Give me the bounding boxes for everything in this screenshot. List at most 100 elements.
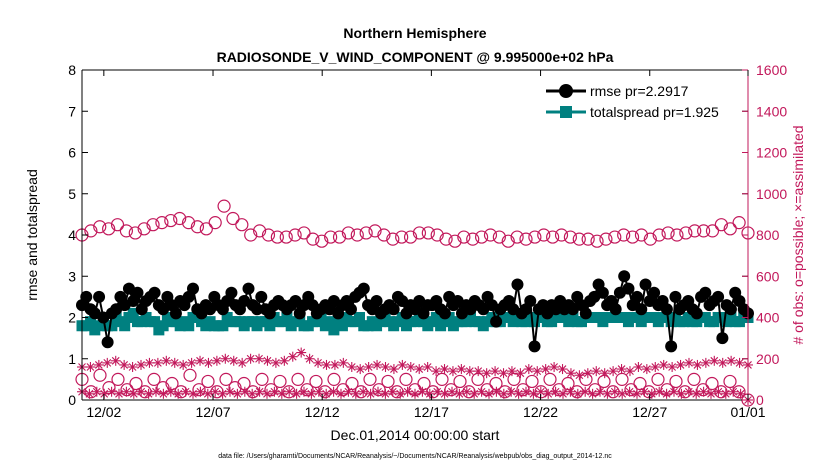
- asterisk-stroke: [359, 387, 368, 396]
- obs-assimilated-point: [410, 388, 420, 399]
- asterisk-stroke: [642, 365, 651, 373]
- rmse-point: [524, 295, 537, 307]
- obs-assimilated-point: [228, 355, 239, 366]
- obs-assimilated-point: [654, 386, 665, 397]
- obs-possible-point: [291, 372, 305, 386]
- obs-possible-point: [696, 224, 711, 238]
- totalspread-point: [430, 312, 442, 323]
- obs-possible-point: [309, 374, 323, 389]
- obs-possible-point: [421, 226, 435, 240]
- obs-possible-point: [543, 372, 557, 386]
- obs-assimilated-point: [550, 386, 561, 397]
- asterisk-stroke: [499, 369, 508, 378]
- obs-assimilated-point: [580, 386, 591, 397]
- obs-assimilated-point: [304, 353, 315, 364]
- obs-assimilated-point: [683, 357, 694, 368]
- obs-assimilated-point: [572, 388, 583, 399]
- x-tick-label: 12/27: [632, 404, 667, 420]
- asterisk-stroke: [189, 389, 197, 398]
- obs-assimilated-point: [237, 357, 248, 368]
- obs-possible-point: [608, 230, 622, 244]
- asterisk-stroke: [524, 365, 533, 373]
- obs-possible-point: [705, 224, 720, 238]
- obs-assimilated-point: [313, 357, 324, 368]
- obs-assimilated-point: [661, 388, 672, 399]
- obs-possible-point: [519, 232, 533, 246]
- obs-assimilated-point: [417, 386, 428, 397]
- obs-possible-point: [528, 230, 542, 244]
- rmse-point: [357, 282, 370, 295]
- left-tick-label: 5: [68, 186, 76, 202]
- obs-possible-point: [110, 218, 125, 232]
- asterisk-stroke: [707, 389, 715, 398]
- asterisk-stroke: [174, 389, 183, 398]
- totalspread-point: [354, 312, 365, 323]
- series-rmse: [76, 270, 754, 353]
- obs-possible-point: [435, 372, 449, 386]
- obs-assimilated-point: [498, 368, 509, 379]
- obs-assimilated-point: [698, 386, 709, 397]
- obs-assimilated-point: [276, 388, 287, 399]
- obs-assimilated-point: [161, 355, 172, 366]
- obs-possible-point: [466, 232, 480, 246]
- asterisk-stroke: [736, 389, 745, 398]
- obs-possible-point: [625, 230, 640, 244]
- chart-subtitle: RADIOSONDE_V_WIND_COMPONENT @ 9.995000e+…: [217, 49, 614, 65]
- obs-assimilated-point: [102, 357, 113, 368]
- asterisk-stroke: [229, 356, 238, 365]
- obs-assimilated-point: [728, 386, 739, 397]
- obs-assimilated-point: [461, 386, 472, 397]
- asterisk-stroke: [196, 356, 204, 365]
- asterisk-stroke: [425, 389, 434, 398]
- asterisk-stroke: [508, 367, 516, 376]
- asterisk-stroke: [356, 365, 365, 373]
- obs-possible-point: [253, 224, 267, 238]
- obs-assimilated-point: [262, 388, 272, 399]
- rmse-point: [438, 307, 451, 320]
- obs-possible-point: [137, 222, 151, 236]
- obs-possible-point: [399, 372, 413, 386]
- asterisk-stroke: [735, 358, 744, 367]
- obs-assimilated-point: [350, 388, 361, 399]
- asterisk-stroke: [366, 389, 375, 398]
- rmse-point: [639, 278, 652, 291]
- obs-assimilated-point: [296, 347, 307, 358]
- rmse-point: [187, 282, 199, 295]
- obs-possible-point: [688, 224, 702, 238]
- series-totalspread: [76, 307, 754, 336]
- asterisk-stroke: [152, 387, 160, 396]
- right-tick-label: 800: [756, 227, 780, 243]
- obs-assimilated-point: [658, 359, 669, 370]
- totalspread-point: [127, 307, 139, 319]
- obs-assimilated-point: [422, 362, 433, 372]
- asterisk-stroke: [94, 361, 103, 369]
- obs-assimilated-point: [178, 359, 189, 370]
- obs-assimilated-point: [515, 368, 526, 379]
- totalspread-point: [85, 316, 97, 328]
- rmse-point: [101, 336, 114, 349]
- obs-assimilated-point: [128, 388, 139, 399]
- obs-assimilated-point: [641, 364, 652, 375]
- asterisk-stroke: [270, 387, 279, 396]
- x-tick-label: 12/07: [195, 404, 230, 420]
- obs-possible-point: [93, 220, 107, 234]
- obs-possible-point: [165, 376, 179, 391]
- obs-possible-point: [705, 376, 719, 391]
- totalspread-point: [328, 324, 340, 336]
- asterisk-stroke: [300, 387, 308, 396]
- obs-assimilated-point: [432, 386, 443, 397]
- asterisk-stroke: [351, 389, 360, 398]
- rmse-point: [225, 286, 238, 299]
- obs-assimilated-point: [195, 386, 206, 397]
- asterisk-stroke: [415, 365, 424, 373]
- obs-assimilated-point: [587, 388, 598, 399]
- obs-assimilated-point: [119, 359, 130, 370]
- asterisk-stroke: [364, 363, 373, 371]
- rmse-point: [609, 303, 622, 316]
- asterisk-stroke: [322, 361, 331, 369]
- obs-assimilated-point: [380, 388, 391, 399]
- obs-assimilated-point: [279, 355, 290, 366]
- obs-possible-point: [181, 216, 196, 230]
- obs-possible-point: [255, 372, 269, 386]
- obs-assimilated-point: [591, 366, 602, 377]
